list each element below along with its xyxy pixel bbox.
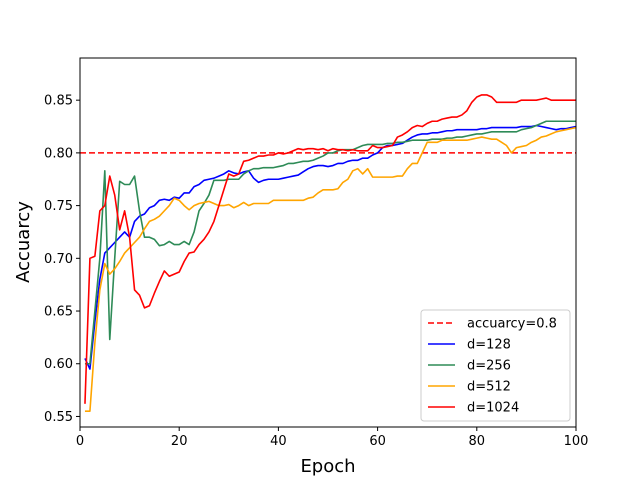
y-axis-title: Accuarcy: [13, 201, 34, 283]
plot-frame: [79, 57, 577, 428]
legend-label: d=128: [467, 338, 511, 353]
y-tick-label: 0.75: [44, 199, 73, 214]
legend-label: d=256: [467, 359, 511, 374]
plot-area: [80, 94, 576, 412]
series-line-d-512: [84, 126, 576, 412]
y-tick-label: 0.70: [44, 252, 73, 267]
x-tick-label: 100: [564, 434, 589, 449]
x-tick-label: 0: [76, 434, 84, 449]
x-tick-label: 20: [171, 434, 188, 449]
x-axis-title: Epoch: [300, 456, 355, 477]
legend-label: d=512: [467, 380, 511, 395]
series-line-d-128: [84, 124, 576, 370]
y-axis: 0.55 0.60 0.65 0.70 0.75 0.80 0.85: [44, 94, 80, 425]
y-tick-label: 0.80: [44, 146, 73, 161]
y-tick-label: 0.55: [44, 410, 73, 425]
series-line-d-256: [84, 120, 576, 365]
x-tick-label: 60: [369, 434, 386, 449]
legend-label: d=1024: [467, 401, 519, 416]
x-tick-label: 40: [270, 434, 287, 449]
legend-box: [420, 309, 571, 422]
y-tick-label: 0.85: [44, 94, 73, 109]
series-layer: [80, 94, 576, 412]
y-tick-label: 0.65: [44, 305, 73, 320]
legend-label: accuarcy=0.8: [467, 317, 557, 332]
x-tick-label: 80: [469, 434, 486, 449]
x-axis: 0 20 40 60 80 100: [76, 427, 589, 449]
legend: accuarcy=0.8 d=128 d=256 d=512 d=1024: [420, 309, 571, 422]
series-line-d-1024: [84, 94, 576, 404]
y-tick-label: 0.60: [44, 357, 73, 372]
